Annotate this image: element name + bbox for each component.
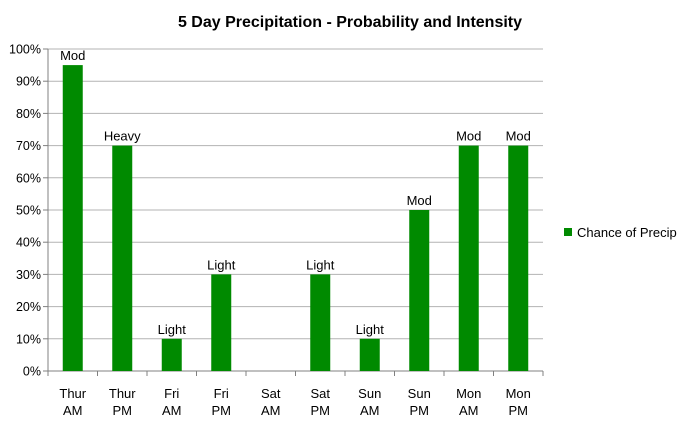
y-tick-label: 60% [16, 171, 41, 185]
x-tick-label: Sat [261, 386, 281, 401]
y-tick-label: 70% [16, 139, 41, 153]
x-axis: Thur AM Thur PM Fri AM Fri PM Sat AM Sat PM Sun AM Sun… [47, 371, 544, 418]
legend-swatch [564, 228, 572, 236]
y-tick-label: 0% [23, 365, 41, 379]
x-tick-label: AM [63, 403, 83, 418]
bar [508, 145, 529, 371]
legend-label: Chance of Precip [577, 225, 677, 240]
bar [409, 210, 430, 371]
x-tick-label: Mon [506, 386, 531, 401]
data-label: Light [158, 322, 187, 337]
y-tick-label: 90% [16, 75, 41, 89]
x-tick-label: Fri [164, 386, 179, 401]
x-tick-label: Thur [109, 386, 136, 401]
x-tick-label: AM [261, 403, 281, 418]
legend: Chance of Precip [564, 225, 677, 240]
bars [62, 65, 529, 371]
x-tick-label: PM [113, 403, 133, 418]
x-tick-label: Sun [358, 386, 381, 401]
data-label: Mod [456, 129, 481, 144]
x-tick-label: Sun [408, 386, 431, 401]
y-tick-label: 40% [16, 236, 41, 250]
bar [211, 274, 232, 371]
bar [359, 338, 380, 371]
x-tick-label: PM [212, 403, 232, 418]
data-label: Light [207, 257, 236, 272]
x-tick-label: Fri [214, 386, 229, 401]
x-tick-label: PM [509, 403, 529, 418]
y-tick-label: 50% [16, 204, 41, 218]
x-tick-label: AM [360, 403, 380, 418]
x-tick-label: Thur [59, 386, 86, 401]
y-tick-label: 80% [16, 107, 41, 121]
y-axis: 0% 10% 20% 30% 40% 50% 60% 70% 80% 90% 100% [9, 43, 49, 379]
x-tick-label: Mon [456, 386, 481, 401]
data-label: Mod [60, 48, 85, 63]
bar [112, 145, 133, 371]
x-tick-label: AM [459, 403, 479, 418]
x-tick-label: PM [410, 403, 430, 418]
bar [161, 338, 182, 371]
chart-title: 5 Day Precipitation - Probability and In… [178, 14, 522, 31]
data-label: Mod [506, 129, 531, 144]
data-labels: Mod Heavy Light Light Light Light Mod Mod Mod [60, 48, 531, 337]
data-label: Heavy [104, 129, 141, 144]
x-tick-label: AM [162, 403, 182, 418]
x-tick-label: Sat [310, 386, 330, 401]
data-label: Mod [407, 193, 432, 208]
data-label: Light [356, 322, 385, 337]
y-tick-label: 10% [16, 332, 41, 346]
data-label: Light [306, 257, 335, 272]
bar [62, 65, 83, 371]
y-tick-label: 20% [16, 300, 41, 314]
y-tick-label: 30% [16, 268, 41, 282]
bar [310, 274, 331, 371]
bar [458, 145, 479, 371]
x-tick-label: PM [311, 403, 331, 418]
y-tick-label: 100% [9, 43, 41, 57]
